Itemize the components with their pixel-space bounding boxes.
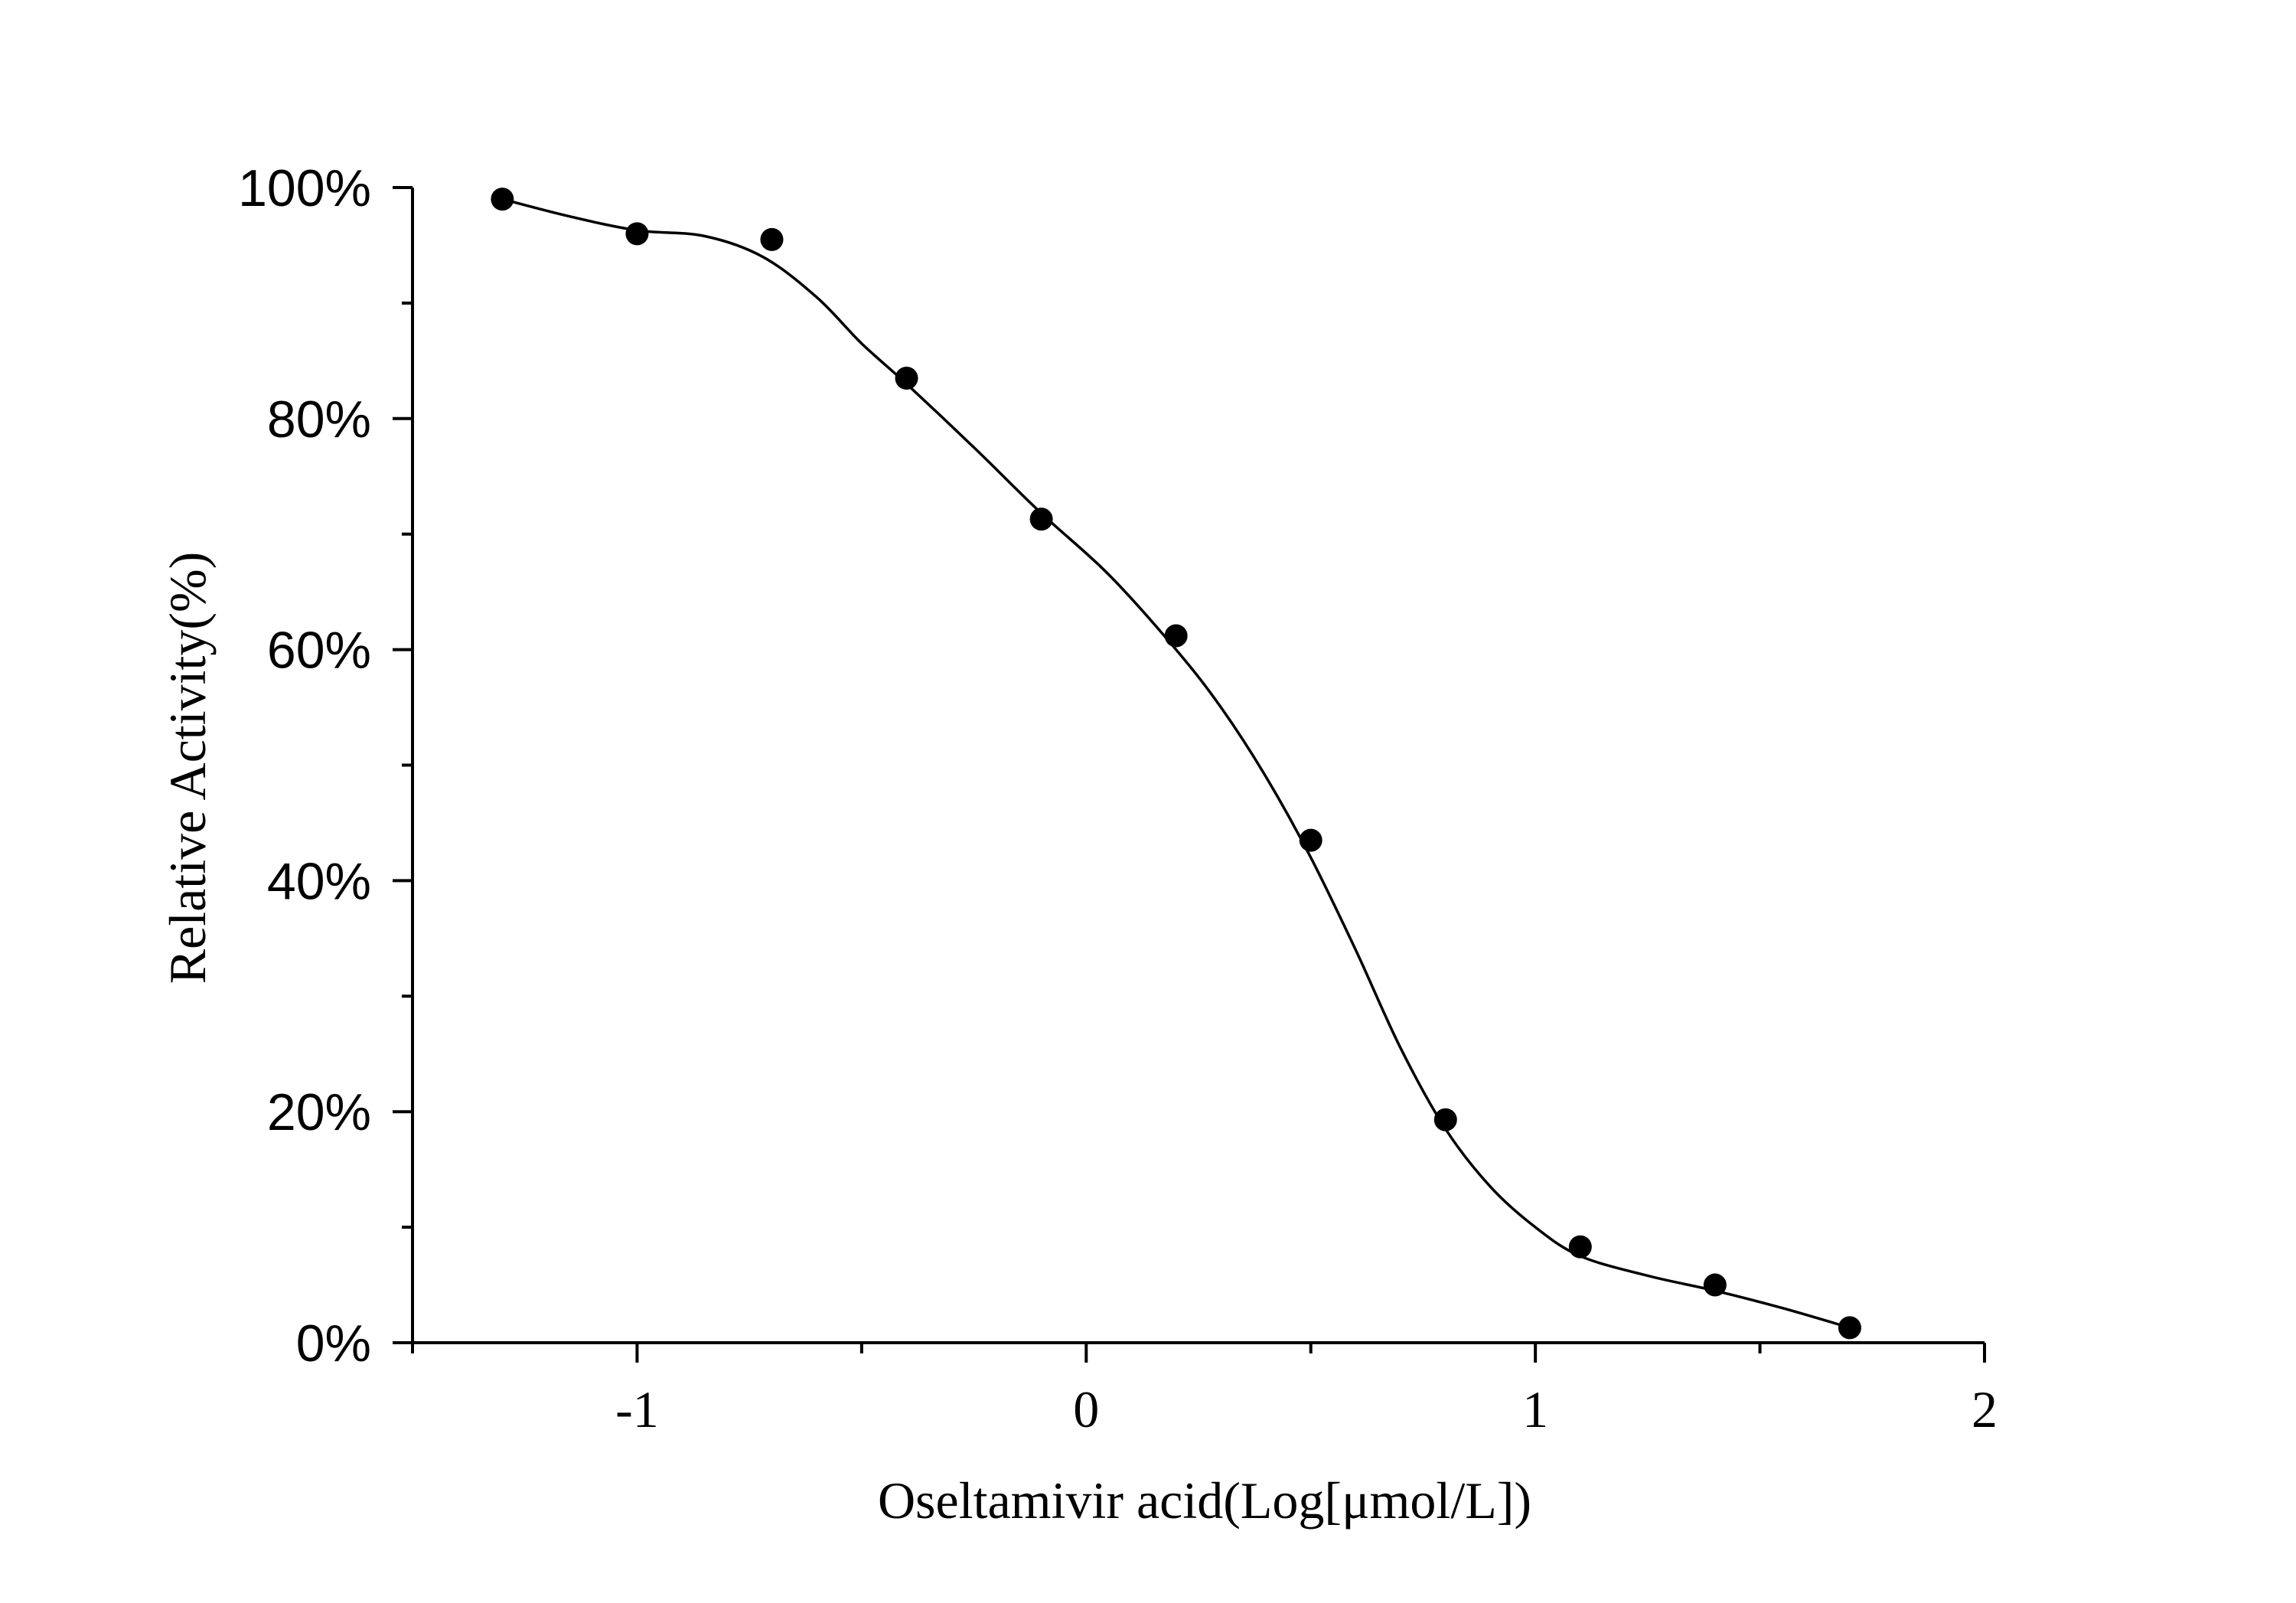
fit-curve <box>501 198 1851 1330</box>
data-point <box>1164 624 1188 648</box>
x-tick-label: 2 <box>1971 1380 1998 1438</box>
data-point <box>1299 828 1322 852</box>
data-point <box>1568 1235 1592 1259</box>
y-axis-title: Relative Activity(%) <box>158 552 217 984</box>
data-point <box>1838 1316 1861 1340</box>
y-tick-label: 80% <box>267 390 371 449</box>
data-point <box>895 366 918 390</box>
data-point <box>1433 1108 1457 1131</box>
data-point <box>491 188 514 211</box>
data-point <box>760 227 784 251</box>
x-axis-title: Oseltamivir acid(Log[μmol/L]) <box>878 1471 1531 1530</box>
x-tick-label: 0 <box>1073 1380 1099 1438</box>
data-point <box>625 222 649 246</box>
data-point <box>1703 1273 1727 1297</box>
x-tick-label: -1 <box>615 1380 659 1438</box>
y-tick-label: 0% <box>296 1314 371 1373</box>
y-tick-label: 20% <box>267 1083 371 1141</box>
y-tick-label: 60% <box>267 622 371 680</box>
y-tick-label: 40% <box>267 852 371 910</box>
data-point <box>1029 508 1053 531</box>
x-tick-label: 1 <box>1522 1380 1548 1438</box>
y-tick-label: 100% <box>238 159 371 217</box>
